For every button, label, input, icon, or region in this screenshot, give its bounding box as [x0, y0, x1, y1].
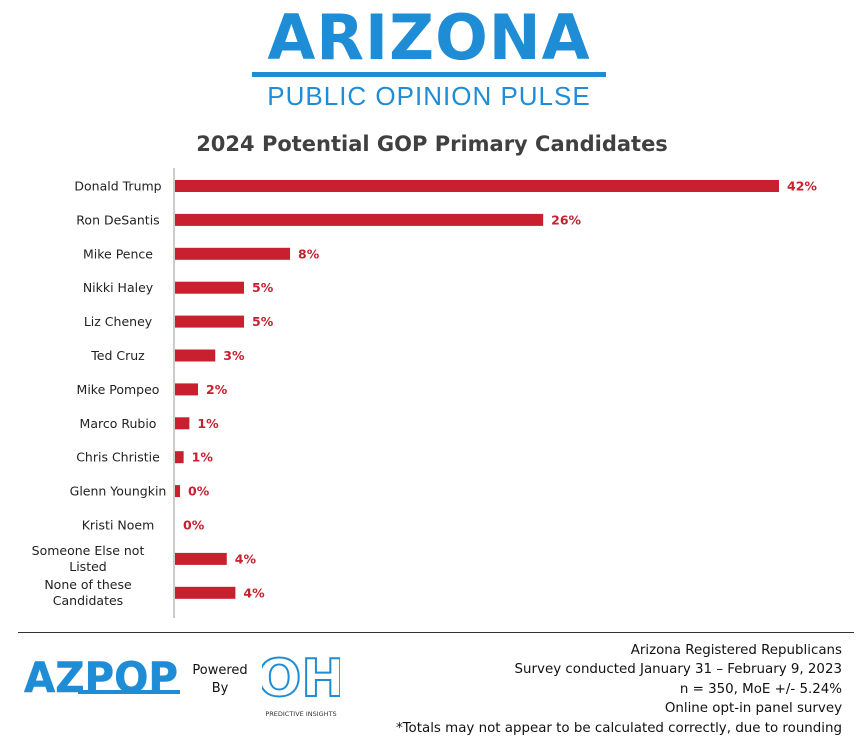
category-label: Nikki Haley [83, 280, 154, 295]
bar [175, 383, 199, 396]
bar [175, 552, 227, 565]
category-label: Mike Pompeo [77, 382, 160, 397]
value-label: 1% [197, 416, 219, 431]
category-label: Mike Pence [83, 246, 153, 261]
bar [175, 281, 245, 294]
oh-logo-mark: OH [262, 649, 340, 709]
header: ARIZONA PUBLIC OPINION PULSE [0, 0, 864, 120]
category-label: Ted Cruz [90, 348, 145, 363]
value-label: 0% [188, 484, 210, 499]
value-label: 5% [252, 314, 274, 329]
predictive-insights-logo: OH PREDICTIVE INSIGHTS [262, 648, 340, 718]
value-label: 1% [192, 450, 214, 465]
value-label: 5% [252, 280, 274, 295]
value-label: 0% [183, 518, 205, 533]
azpop-logo: AZPOP [24, 656, 180, 696]
brand-subtitle: PUBLIC OPINION PULSE [267, 81, 591, 111]
bar [175, 213, 544, 226]
bar [175, 485, 181, 498]
value-label: 4% [235, 551, 257, 566]
note-sample: n = 350, MoE +/- 5.24% [679, 681, 842, 697]
footer-divider [18, 632, 854, 633]
value-label: 2% [206, 382, 228, 397]
value-label: 4% [243, 585, 265, 600]
brand-title: ARIZONA [267, 1, 591, 74]
note-method: Online opt-in panel survey [664, 701, 842, 717]
bar-chart: Donald Trump 42% Ron DeSantis 26% Mike Pence… [32, 168, 817, 618]
bar [175, 586, 236, 599]
category-label: Ron DeSantis [76, 212, 159, 227]
bar [175, 180, 779, 192]
category-label: Liz Cheney [84, 314, 153, 329]
category-label: Someone Else not Listed [32, 543, 145, 574]
predictive-insights-caption: PREDICTIVE INSIGHTS [265, 710, 336, 718]
value-label: 3% [223, 348, 245, 363]
note-population: Arizona Registered Republicans [630, 643, 842, 658]
category-label: Glenn Youngkin [70, 484, 167, 499]
powered-by-line2: By [211, 681, 229, 696]
value-label: 26% [551, 212, 581, 227]
note-dates: Survey conducted January 31 – February 9… [514, 662, 842, 678]
bar [175, 247, 291, 260]
azpop-logo-text: AZPOP [24, 656, 178, 696]
bar [175, 315, 245, 328]
brand-divider [252, 72, 606, 77]
chart-title: 2024 Potential GOP Primary Candidates [196, 132, 668, 156]
value-label: 42% [787, 179, 817, 194]
category-label: None of these Candidates [44, 577, 132, 608]
category-label: Donald Trump [74, 179, 161, 194]
category-label: Marco Rubio [80, 416, 157, 431]
survey-notes: Arizona Registered Republicans Survey co… [322, 641, 842, 738]
powered-by-line1: Powered [192, 663, 248, 678]
bar [175, 417, 190, 430]
bar [175, 349, 216, 362]
value-label: 8% [298, 246, 320, 261]
note-rounding: *Totals may not appear to be calculated … [395, 720, 842, 736]
powered-by-text: Powered By [188, 662, 252, 698]
category-label: Kristi Noem [82, 518, 155, 533]
bar [175, 451, 184, 464]
category-label: Chris Christie [76, 450, 160, 465]
